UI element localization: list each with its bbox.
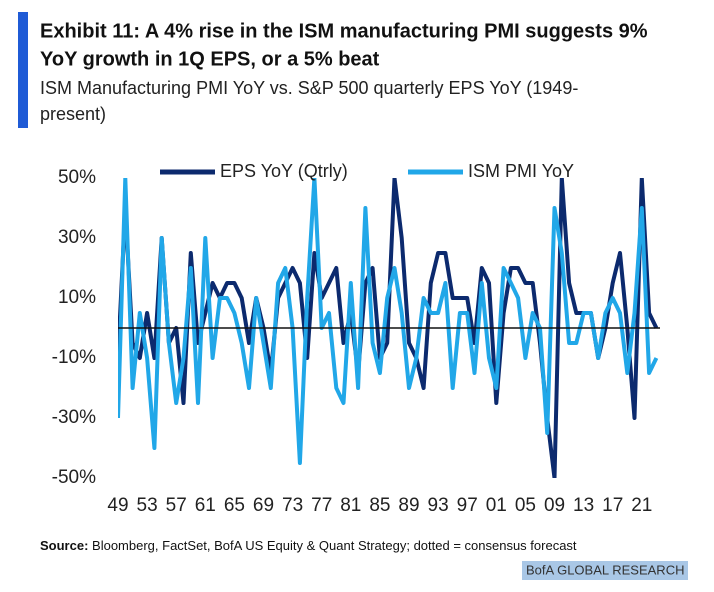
x-tick-label: 49 [107, 495, 128, 516]
title: YoY growth in 1Q EPS, or a 5% beat [40, 48, 380, 70]
x-tick-label: 69 [253, 495, 274, 516]
lines [118, 178, 659, 478]
y-tick-label: -30% [52, 407, 96, 428]
x-tick-label: 17 [602, 495, 623, 516]
source: Source: Bloomberg, FactSet, BofA US Equi… [40, 538, 577, 553]
y-tick-label: 50% [58, 167, 96, 188]
x-tick-label: 93 [428, 495, 449, 516]
accent-bar [18, 12, 28, 128]
source-label: Source: [40, 538, 88, 553]
y-tick-label: -50% [52, 467, 96, 488]
subtitle: ISM Manufacturing PMI YoY vs. S&P 500 qu… [40, 78, 578, 98]
x-tick-label: 81 [340, 495, 361, 516]
legend-label: ISM PMI YoY [468, 161, 574, 181]
source-text: Bloomberg, FactSet, BofA US Equity & Qua… [92, 538, 577, 553]
x-tick-label: 09 [544, 495, 565, 516]
series-line [118, 178, 659, 465]
x-tick-label: 57 [166, 495, 187, 516]
y-tick-label: -10% [52, 347, 96, 368]
brand-bg [522, 561, 688, 580]
plot: 50% 30% 10% -10% -30% -50% 49 53 57 61 65 69 73 77 81 8… [52, 161, 660, 516]
x-tick-label: 05 [515, 495, 536, 516]
x-tick-label: 97 [457, 495, 478, 516]
x-tick-label: 01 [486, 495, 507, 516]
x-tick-label: 65 [224, 495, 245, 516]
x-tick-label: 73 [282, 495, 303, 516]
y-tick-label: 30% [58, 227, 96, 248]
subtitle: present) [40, 104, 106, 124]
brand: BofA GLOBAL RESEARCH [526, 562, 684, 577]
x-tick-label: 77 [311, 495, 332, 516]
x-tick-label: 13 [573, 495, 594, 516]
x-tick-label: 53 [137, 495, 158, 516]
x-tick-label: 89 [398, 495, 419, 516]
y-tick-label: 10% [58, 287, 96, 308]
x-tick-label: 85 [369, 495, 390, 516]
legend-label: EPS YoY (Qtrly) [220, 161, 348, 181]
x-tick-label: 61 [195, 495, 216, 516]
title: Exhibit 11: A 4% rise in the ISM manufac… [40, 20, 648, 42]
x-tick-label: 21 [631, 495, 652, 516]
